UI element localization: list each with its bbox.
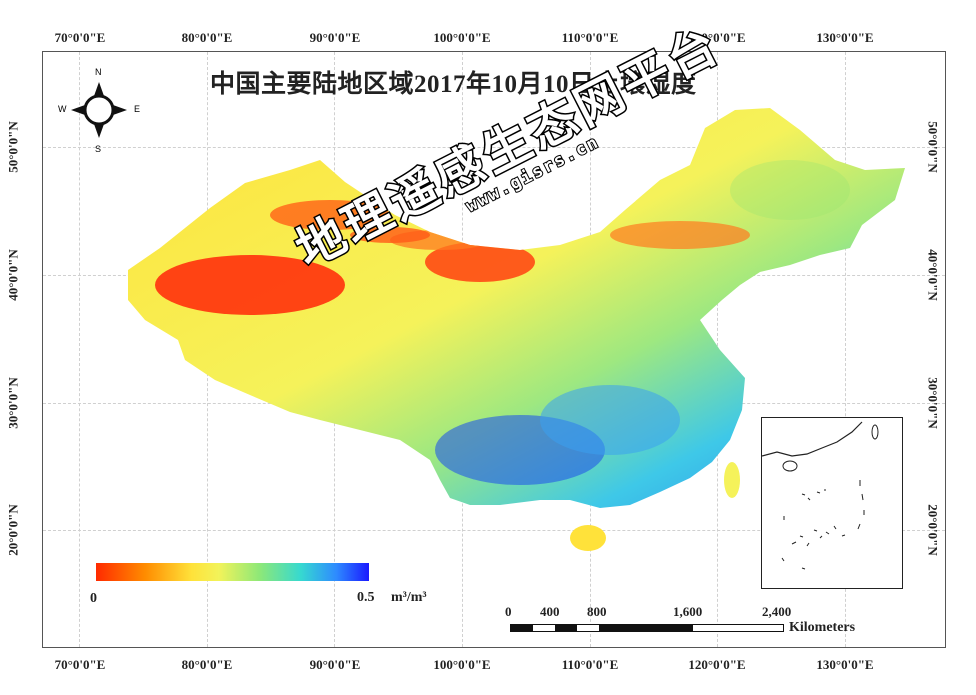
scale-tick-label: 400 <box>540 604 560 619</box>
south-china-sea-inset-map <box>761 421 879 570</box>
scale-tick-label: 800 <box>587 604 607 619</box>
east-label: E <box>134 104 141 114</box>
longitude-label-bottom: 90°0'0"E <box>309 657 361 672</box>
south-label: S <box>95 144 102 154</box>
west-label: W <box>58 104 67 114</box>
legend-min-label: 0 <box>90 591 97 606</box>
longitude-label-top: 80°0'0"E <box>181 30 233 45</box>
longitude-label-bottom: 110°0'0"E <box>561 657 619 672</box>
graticule-line <box>43 147 945 148</box>
north-label: N <box>95 67 102 77</box>
longitude-label-bottom: 120°0'0"E <box>688 657 746 672</box>
longitude-label-top: 130°0'0"E <box>816 30 874 45</box>
longitude-label-bottom: 130°0'0"E <box>816 657 874 672</box>
taiwan-island <box>724 462 740 498</box>
scale-unit-label: Kilometers <box>789 620 856 635</box>
legend-unit-label: m³/m³ <box>391 590 427 605</box>
longitude-label-top: 70°0'0"E <box>54 30 106 45</box>
graticule-line <box>79 52 80 647</box>
longitude-label-top: 90°0'0"E <box>309 30 361 45</box>
longitude-label-top: 120°0'0"E <box>688 30 746 45</box>
map-frame <box>42 51 946 648</box>
map-title: 中国主要陆地区域2017年10月10日土壤湿度 <box>210 71 697 98</box>
north-arrow: N S W E <box>56 64 146 154</box>
scale-tick-label: 2,400 <box>762 604 792 619</box>
longitude-label-bottom: 100°0'0"E <box>433 657 491 672</box>
graticule-line <box>845 52 846 647</box>
longitude-label-bottom: 70°0'0"E <box>54 657 106 672</box>
scale-bar <box>510 624 784 632</box>
hainan-island <box>570 525 606 551</box>
scale-tick-label: 0 <box>505 604 512 619</box>
scale-tick-label: 1,600 <box>673 604 703 619</box>
longitude-label-bottom: 80°0'0"E <box>181 657 233 672</box>
legend-color-ramp <box>96 563 369 581</box>
south-china-sea-inset <box>761 417 903 589</box>
compass-rose-icon <box>71 82 127 138</box>
graticule-line <box>43 530 945 531</box>
longitude-label-top: 100°0'0"E <box>433 30 491 45</box>
legend-max-label: 0.5 <box>357 590 375 605</box>
longitude-label-top: 110°0'0"E <box>561 30 619 45</box>
